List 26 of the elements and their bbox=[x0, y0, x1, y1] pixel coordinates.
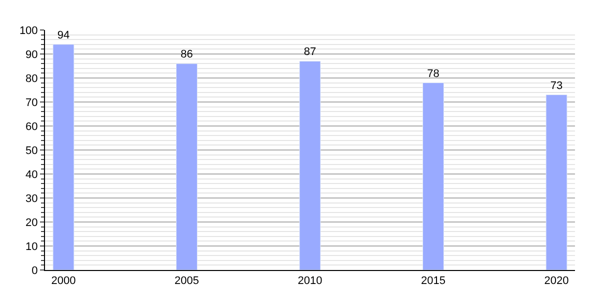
y-tick-label: 50 bbox=[26, 144, 38, 157]
x-tick-label: 2015 bbox=[421, 275, 446, 288]
bar bbox=[176, 63, 198, 270]
y-tick-label: 10 bbox=[26, 240, 38, 253]
data-label: 86 bbox=[180, 48, 193, 61]
data-label: 78 bbox=[427, 68, 440, 80]
y-tick-label: 60 bbox=[26, 120, 38, 133]
y-tick-label: 80 bbox=[26, 72, 38, 85]
bar bbox=[299, 60, 321, 270]
x-tick-label: 2005 bbox=[174, 275, 199, 288]
y-tick-label: 30 bbox=[26, 192, 38, 205]
data-label: 73 bbox=[550, 80, 563, 92]
y-tick-label: 70 bbox=[26, 96, 38, 109]
bar bbox=[422, 82, 444, 270]
bar bbox=[546, 94, 568, 270]
x-tick-label: 2020 bbox=[544, 275, 569, 288]
data-label: 87 bbox=[304, 46, 316, 58]
data-label: 94 bbox=[57, 29, 70, 42]
y-tick-label: 0 bbox=[32, 264, 38, 277]
y-tick-label: 20 bbox=[26, 216, 38, 229]
bar bbox=[52, 44, 74, 270]
y-tick-label: 40 bbox=[26, 168, 38, 181]
x-tick-label: 2010 bbox=[298, 275, 322, 288]
y-tick-label: 90 bbox=[26, 48, 38, 61]
y-tick-label: 100 bbox=[19, 24, 38, 37]
x-tick-label: 2000 bbox=[51, 275, 76, 288]
